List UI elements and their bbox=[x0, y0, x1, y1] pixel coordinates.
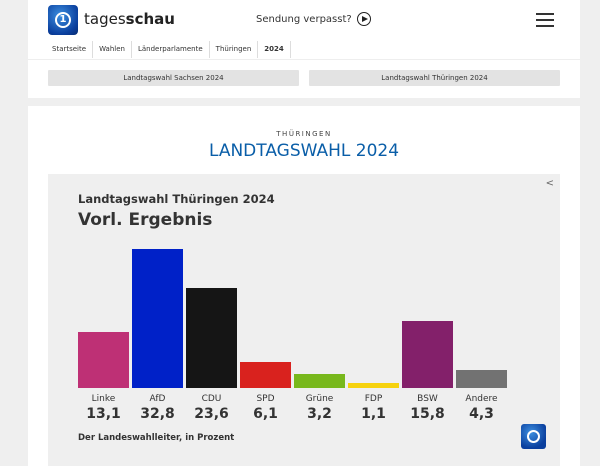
missed-show-link[interactable]: Sendung verpasst? bbox=[256, 12, 371, 26]
play-icon bbox=[356, 12, 371, 26]
breadcrumb-startseite[interactable]: Startseite bbox=[46, 41, 94, 58]
tab-thueringen[interactable]: Landtagswahl Thüringen 2024 bbox=[309, 70, 560, 86]
hamburger-menu-icon[interactable] bbox=[536, 13, 554, 31]
missed-label: Sendung verpasst? bbox=[256, 13, 352, 25]
divider bbox=[28, 59, 580, 60]
category-label: FDP bbox=[364, 394, 383, 404]
breadcrumb-2024[interactable]: 2024 bbox=[258, 41, 291, 58]
chart-title: Landtagswahl Thüringen 2024 bbox=[78, 192, 275, 206]
brand-name[interactable]: tagesschau bbox=[84, 10, 175, 28]
kicker: THÜRINGEN bbox=[276, 130, 332, 138]
bar-grüne bbox=[294, 374, 345, 388]
category-label: SPD bbox=[256, 394, 275, 404]
main-content: THÜRINGEN LANDTAGSWAHL 2024 < Landtagswa… bbox=[28, 106, 580, 466]
tagesschau-logo[interactable]: 1 bbox=[48, 5, 78, 35]
tagesschau-logo-small bbox=[521, 424, 546, 449]
bar-afd bbox=[132, 248, 183, 388]
breadcrumb-thueringen[interactable]: Thüringen bbox=[210, 41, 259, 58]
breadcrumb: Startseite Wahlen Länderparlamente Thüri… bbox=[46, 41, 291, 58]
category-label: Linke bbox=[91, 394, 116, 404]
category-label: Andere bbox=[465, 394, 498, 404]
result-chart: < Landtagswahl Thüringen 2024 Vorl. Erge… bbox=[48, 174, 560, 466]
category-label: CDU bbox=[201, 394, 222, 404]
bar-fdp bbox=[348, 383, 399, 388]
page-title: LANDTAGSWAHL 2024 bbox=[208, 141, 400, 161]
value-label: 6,1 bbox=[253, 406, 278, 422]
bar-spd bbox=[240, 362, 291, 388]
value-label: 1,1 bbox=[361, 406, 386, 422]
category-label: Grüne bbox=[305, 394, 334, 404]
value-label: 13,1 bbox=[86, 406, 121, 422]
breadcrumb-laenderparlamente[interactable]: Länderparlamente bbox=[132, 41, 210, 58]
brand-light: tages bbox=[84, 10, 126, 28]
category-label: AfD bbox=[149, 394, 166, 404]
category-label: BSW bbox=[417, 394, 438, 404]
bar-linke bbox=[78, 332, 129, 388]
share-icon[interactable]: < bbox=[545, 178, 554, 189]
bar-bsw bbox=[402, 321, 453, 388]
value-label: 32,8 bbox=[140, 406, 175, 422]
value-label: 23,6 bbox=[194, 406, 229, 422]
value-label: 3,2 bbox=[307, 406, 332, 422]
chart-subtitle: Vorl. Ergebnis bbox=[78, 210, 213, 230]
bar-andere bbox=[456, 369, 507, 388]
bar-cdu bbox=[186, 287, 237, 388]
header: 1 tagesschau Sendung verpasst? Startseit… bbox=[28, 0, 580, 98]
chart-source: Der Landeswahlleiter, in Prozent bbox=[78, 433, 235, 443]
value-label: 15,8 bbox=[410, 406, 445, 422]
brand-bold: schau bbox=[125, 10, 175, 28]
tab-sachsen[interactable]: Landtagswahl Sachsen 2024 bbox=[48, 70, 299, 86]
breadcrumb-wahlen[interactable]: Wahlen bbox=[93, 41, 132, 58]
value-label: 4,3 bbox=[469, 406, 494, 422]
